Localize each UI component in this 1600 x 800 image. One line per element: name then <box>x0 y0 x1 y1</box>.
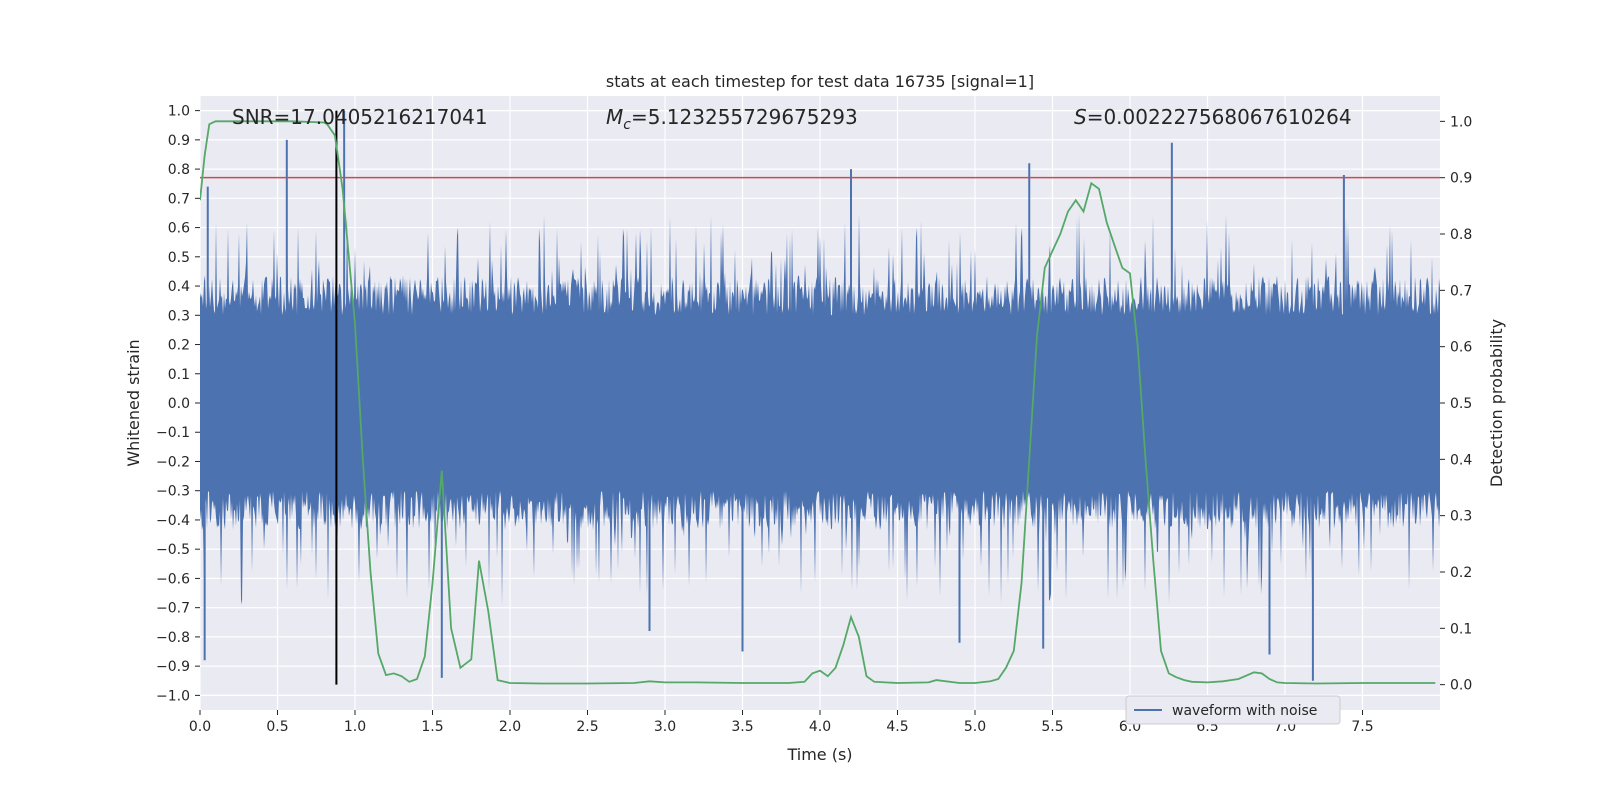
left-y-tick-label-20: 1.0 <box>168 104 190 120</box>
chirp-mass-value: =5.123255729675293 <box>631 105 858 129</box>
x-tick-label-1: 0.5 <box>266 719 288 735</box>
left-y-tick-label-14: 0.4 <box>168 279 190 295</box>
left-y-tick-label-5: −0.5 <box>156 542 190 558</box>
chirp-mass-symbol: M <box>606 105 623 129</box>
waveform-with-noise-band <box>200 213 1440 606</box>
right-y-tick-label-5: 0.5 <box>1450 396 1472 412</box>
left-y-tick-label-18: 0.8 <box>168 162 190 178</box>
x-tick-label-8: 4.0 <box>809 719 831 735</box>
x-tick-label-10: 5.0 <box>964 719 986 735</box>
left-y-axis-label: Whitened strain <box>124 339 143 466</box>
x-tick-label-7: 3.5 <box>731 719 753 735</box>
s-symbol: S <box>1074 105 1087 129</box>
right-y-tick-label-7: 0.7 <box>1450 283 1472 299</box>
left-y-tick-label-8: −0.2 <box>156 454 190 470</box>
right-y-tick-label-0: 0.0 <box>1450 678 1472 694</box>
left-y-tick-label-9: −0.1 <box>156 425 190 441</box>
left-y-tick-label-4: −0.6 <box>156 571 190 587</box>
x-tick-label-5: 2.5 <box>576 719 598 735</box>
chart-title: stats at each timestep for test data 167… <box>606 72 1034 91</box>
left-y-tick-label-11: 0.1 <box>168 367 190 383</box>
waveform-spikes <box>203 110 1345 681</box>
chirp-mass-subscript: c <box>623 117 631 133</box>
x-tick-label-9: 4.5 <box>886 719 908 735</box>
left-y-tick-label-3: −0.7 <box>156 601 190 617</box>
right-y-tick-label-6: 0.6 <box>1450 340 1472 356</box>
legend-box <box>1125 695 1341 725</box>
x-tick-label-0: 0.0 <box>189 719 211 735</box>
x-tick-label-2: 1.0 <box>344 719 366 735</box>
left-y-tick-label-10: 0.0 <box>168 396 190 412</box>
chirp-mass-annotation: Mc=5.123255729675293 <box>606 105 858 133</box>
left-y-tick-label-19: 0.9 <box>168 133 190 149</box>
right-y-tick-label-2: 0.2 <box>1450 565 1472 581</box>
right-y-tick-label-3: 0.3 <box>1450 509 1472 525</box>
left-y-tick-label-0: −1.0 <box>156 688 190 704</box>
x-axis-label: Time (s) <box>786 745 852 764</box>
left-y-tick-label-15: 0.5 <box>168 250 190 266</box>
left-y-tick-label-1: −0.9 <box>156 659 190 675</box>
x-tick-label-4: 2.0 <box>499 719 521 735</box>
right-y-tick-label-9: 0.9 <box>1450 171 1472 187</box>
x-tick-label-3: 1.5 <box>421 719 443 735</box>
right-y-tick-label-1: 0.1 <box>1450 621 1472 637</box>
left-y-axis-ticks: −1.0 −0.9 −0.8 −0.7 −0.6 −0.5 −0.4 −0.3 −0.2 −0.1… <box>156 104 200 704</box>
left-y-tick-label-7: −0.3 <box>156 484 190 500</box>
right-y-tick-label-10: 1.0 <box>1450 114 1472 130</box>
right-y-axis-label: Detection probability <box>1487 319 1506 487</box>
legend-label-waveform: waveform with noise <box>1172 703 1317 719</box>
left-y-tick-label-2: −0.8 <box>156 630 190 646</box>
right-y-axis-ticks: 0.0 0.1 0.2 0.3 0.4 0.5 0.6 0.7 0.8 0.9 1.0 <box>1440 114 1472 694</box>
x-tick-label-15: 7.5 <box>1351 719 1373 735</box>
right-y-tick-label-8: 0.8 <box>1450 227 1472 243</box>
left-y-tick-label-6: −0.4 <box>156 513 190 529</box>
x-tick-label-11: 5.5 <box>1041 719 1063 735</box>
right-y-tick-label-4: 0.4 <box>1450 452 1472 468</box>
s-value: =0.002227568067610264 <box>1087 105 1352 129</box>
detection-probability-line <box>200 120 1436 685</box>
left-y-tick-label-13: 0.3 <box>168 308 190 324</box>
left-y-tick-label-17: 0.7 <box>168 191 190 207</box>
snr-annotation: SNR=17.0405216217041 <box>232 105 488 129</box>
x-tick-label-6: 3.0 <box>654 719 676 735</box>
left-y-tick-label-16: 0.6 <box>168 221 190 237</box>
left-y-tick-label-12: 0.2 <box>168 338 190 354</box>
legend: waveform with noise <box>1125 695 1341 725</box>
s-annotation: S=0.002227568067610264 <box>1074 105 1352 129</box>
